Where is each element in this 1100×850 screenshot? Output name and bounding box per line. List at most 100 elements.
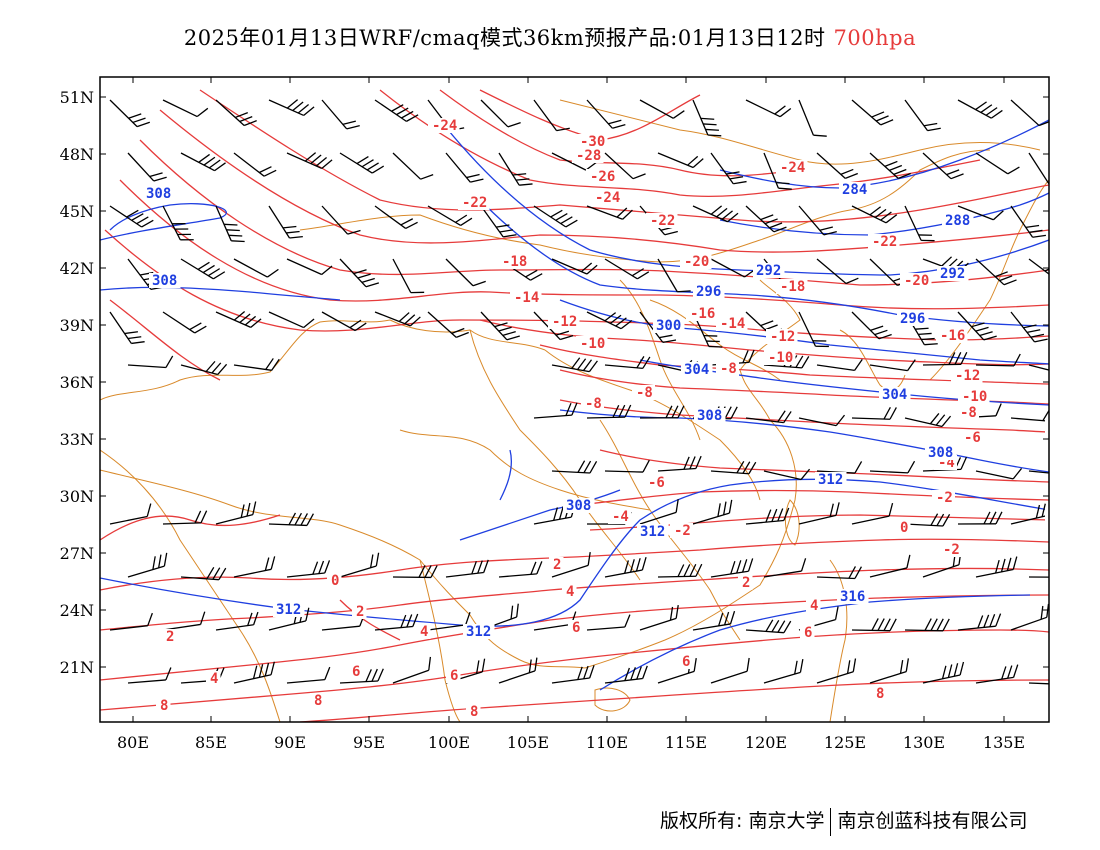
- label-bg: [806, 598, 821, 613]
- wind-barb: [639, 99, 685, 119]
- label-bg: [716, 316, 748, 331]
- wind-barb: [374, 205, 418, 230]
- temperature-label: 8: [470, 704, 478, 720]
- temperature-label: -26: [590, 169, 615, 185]
- wind-barb: [975, 258, 1017, 286]
- temperature-label: -8: [585, 396, 602, 412]
- isotherm-n4: [579, 489, 1049, 506]
- wind-barb: [904, 205, 935, 242]
- lon-label: 110E: [586, 733, 628, 752]
- label-bg: [510, 290, 542, 305]
- label-bg: [458, 195, 490, 210]
- wind-barb: [374, 99, 419, 122]
- temperature-label: -22: [650, 213, 675, 229]
- wind-barb: [1028, 470, 1049, 476]
- temperature-label: -22: [462, 195, 487, 211]
- wind-barb: [957, 311, 997, 341]
- latitude-axis: 51N 48N 45N 42N 39N 36N 33N 30N 27N 24N 21N: [60, 88, 1049, 677]
- wind-barb: [268, 99, 315, 117]
- label-bg: [900, 273, 932, 288]
- lon-label: 125E: [824, 733, 866, 752]
- label-bg: [156, 698, 171, 713]
- wind-barb: [692, 99, 722, 137]
- wind-barb: [604, 459, 650, 473]
- wind-barb: [286, 152, 333, 170]
- label-bg: [753, 263, 785, 278]
- wind-barb: [498, 152, 533, 186]
- label-bg: [568, 620, 583, 635]
- wind-barb: [851, 406, 897, 420]
- temperature-label: 8: [160, 698, 168, 714]
- wind-barb: [763, 558, 807, 578]
- wind-barb: [1028, 364, 1049, 375]
- label-bg: [572, 148, 604, 163]
- temperature-label: -14: [720, 316, 745, 332]
- temperature-label: -18: [502, 254, 527, 270]
- wind-barb: [392, 565, 438, 579]
- label-bg: [942, 213, 974, 228]
- label-bg: [800, 625, 815, 640]
- pressure-level-label: 700hpa: [833, 26, 917, 50]
- label-bg: [576, 336, 608, 351]
- wind-barb: [586, 404, 632, 419]
- wind-barb: [586, 205, 633, 220]
- wind-barb: [109, 503, 152, 525]
- wind-barb: [604, 356, 651, 369]
- temperature-label: 6: [450, 668, 458, 684]
- wind-barb: [922, 351, 968, 366]
- wind-barb: [904, 618, 950, 632]
- label-bg: [206, 671, 221, 686]
- temperature-label: -6: [648, 475, 665, 491]
- temperature-label: -30: [580, 134, 605, 150]
- temperature-label: -28: [576, 148, 601, 164]
- wind-barb: [851, 205, 898, 224]
- lon-label: 80E: [117, 733, 149, 752]
- wind-barb: [233, 258, 279, 278]
- wind-barb: [109, 205, 154, 228]
- wind-barb: [533, 205, 578, 228]
- lat-label: 51N: [60, 88, 94, 107]
- wind-barb: [692, 610, 736, 631]
- temperature-label: 2: [356, 604, 364, 620]
- label-bg: [644, 475, 667, 490]
- wind-barb: [798, 311, 829, 348]
- wind-barb: [763, 468, 811, 481]
- wind-barb: [798, 99, 827, 137]
- label-bg: [1045, 508, 1049, 523]
- wind-barb: [180, 566, 227, 581]
- lon-label: 115E: [665, 733, 707, 752]
- temperature-label: -12: [770, 329, 795, 345]
- height-label: 300: [656, 318, 681, 334]
- label-bg: [681, 362, 713, 377]
- wind-barb: [763, 659, 804, 684]
- wind-barb: [127, 152, 167, 182]
- lat-label: 42N: [60, 259, 94, 278]
- wind-barb: [551, 460, 598, 474]
- wind-barb: [816, 658, 857, 684]
- label-bg: [463, 624, 495, 639]
- temperature-label: -14: [514, 290, 539, 306]
- temperature-label: -16: [690, 306, 715, 322]
- height-292: [439, 119, 1049, 276]
- wind-barb: [215, 611, 259, 631]
- label-bg: [896, 520, 911, 535]
- wind-barb: [869, 554, 911, 578]
- label-bg: [646, 213, 678, 228]
- province-lines-5: [649, 299, 781, 381]
- height-wisp-2: [459, 489, 621, 541]
- temperature-label: -2: [943, 542, 960, 558]
- height-label: 312: [466, 624, 491, 640]
- isotherm-4: [100, 594, 1049, 681]
- wind-barb: [692, 499, 733, 525]
- lon-label: 135E: [983, 733, 1025, 752]
- label-bg: [608, 509, 631, 524]
- label-bg: [586, 169, 618, 184]
- wind-barb: [1010, 205, 1046, 238]
- label-bg: [416, 624, 431, 639]
- isotherm-n28: [439, 89, 801, 177]
- label-bg: [939, 542, 962, 557]
- lat-label: 45N: [60, 202, 94, 221]
- wind-barb: [604, 258, 650, 280]
- wind-barb: [162, 311, 207, 334]
